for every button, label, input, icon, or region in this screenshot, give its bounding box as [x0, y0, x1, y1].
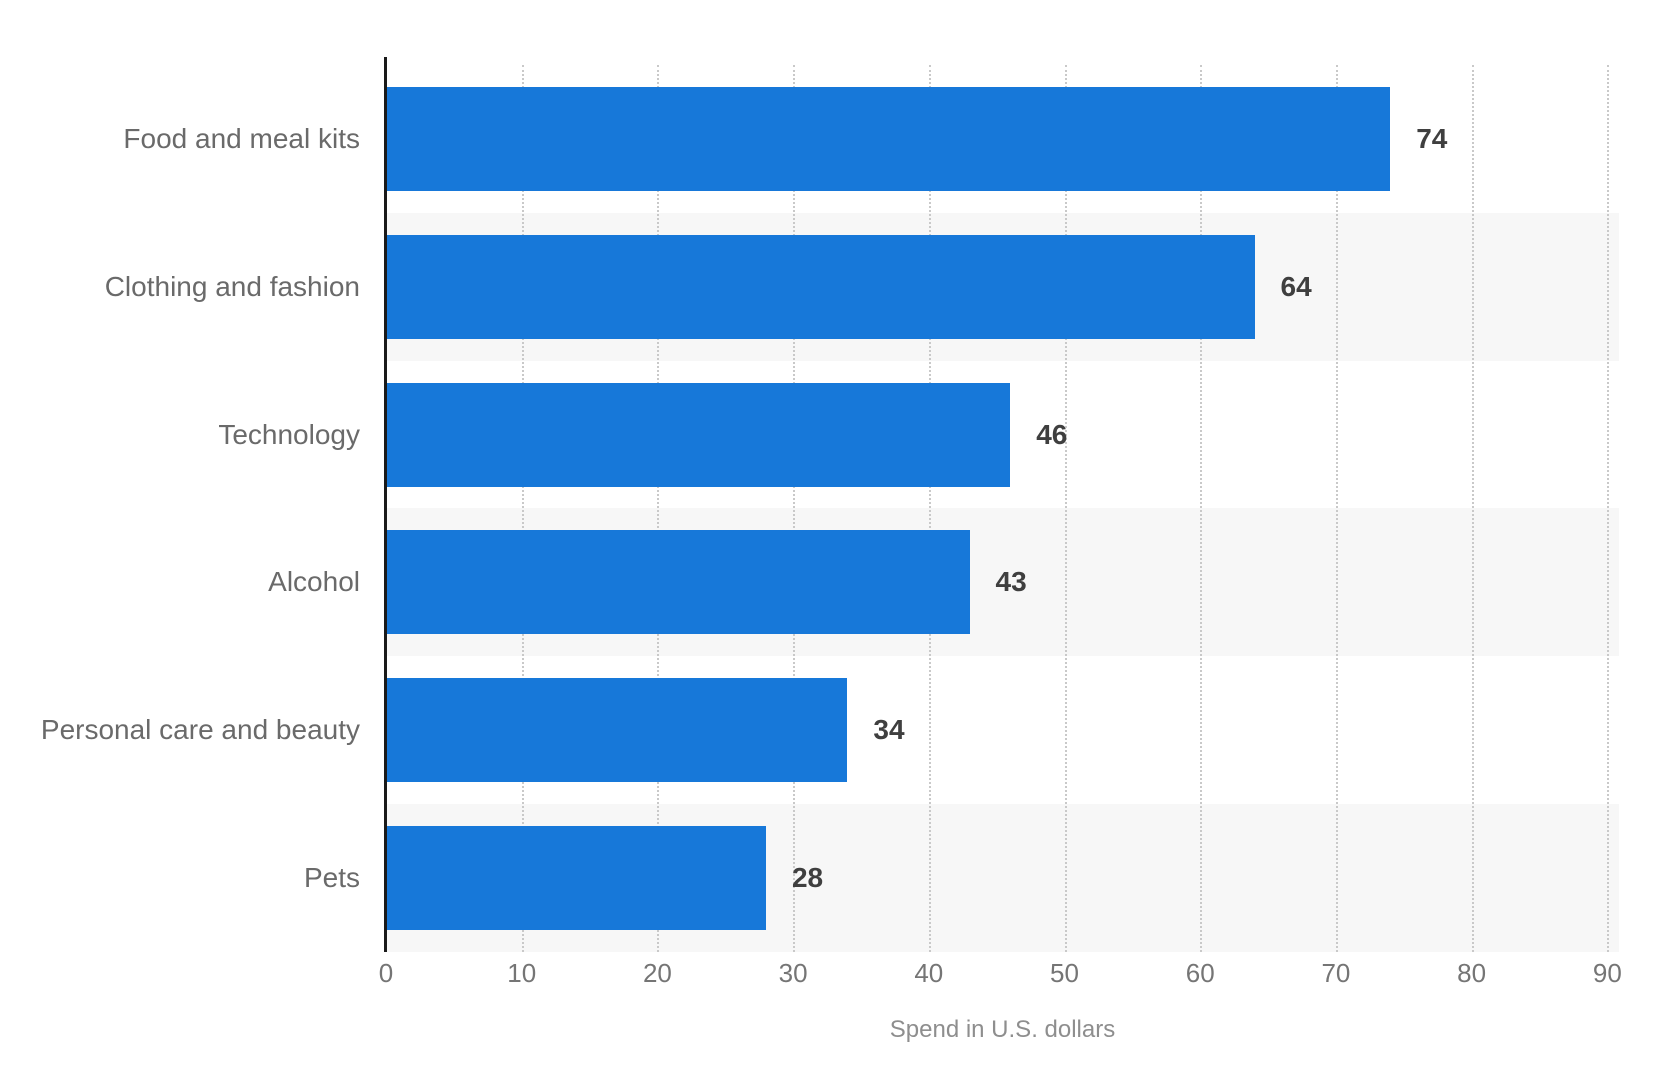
plot-area: 74 64 46 43 34 28 [384, 57, 1619, 952]
category-label: Alcohol [268, 566, 360, 598]
category-label: Clothing and fashion [104, 270, 360, 302]
gridline-x-20 [657, 65, 660, 952]
gridline-x-60 [1200, 65, 1203, 952]
category-label: Technology [218, 418, 360, 450]
gridline-x-10 [521, 65, 524, 952]
bar-food-and-meal-kits [386, 86, 1391, 191]
x-tick-label: 50 [1050, 958, 1079, 988]
category-axis: Food and meal kits Clothing and fashion Te… [0, 65, 360, 952]
x-tick-label: 60 [1185, 958, 1215, 988]
x-tick-label: 20 [642, 958, 672, 988]
x-tick-label: 70 [1321, 958, 1351, 988]
bar-clothing-and-fashion [386, 234, 1255, 339]
value-label: 34 [873, 714, 905, 746]
x-tick-label: 80 [1457, 958, 1487, 988]
gridline-x-30 [793, 65, 796, 952]
chart-row: 74 [386, 65, 1619, 213]
value-label: 46 [1036, 418, 1068, 450]
x-tick-label: 40 [914, 958, 944, 988]
x-tick-label: 0 [378, 958, 394, 988]
bar-technology [386, 382, 1011, 487]
bar-alcohol [386, 530, 970, 635]
value-label: 28 [791, 862, 824, 894]
category-label: Pets [303, 862, 360, 894]
category-label: Food and meal kits [123, 122, 360, 154]
x-tick-label: 30 [778, 958, 808, 988]
y-axis-line [384, 57, 387, 952]
category-label: Personal care and beauty [40, 714, 360, 746]
gridline-x-90 [1607, 65, 1610, 952]
gridline-x-80 [1471, 65, 1474, 952]
chart-row: 46 [386, 361, 1619, 509]
gridline-x-70 [1335, 65, 1338, 952]
chart-row: 34 [386, 656, 1619, 804]
value-label: 74 [1416, 122, 1448, 154]
value-label: 64 [1280, 270, 1312, 302]
chart-row: 64 [386, 212, 1619, 361]
chart-row: 43 [386, 508, 1619, 657]
x-axis-title: Spend in U.S. dollars [889, 1016, 1116, 1043]
x-tick-label: 90 [1592, 958, 1622, 988]
value-label: 43 [995, 566, 1027, 598]
gridline-x-50 [1064, 65, 1067, 952]
x-tick-label: 10 [507, 958, 537, 988]
bar-personal-care-and-beauty [386, 678, 848, 783]
bar-pets [386, 826, 766, 931]
gridline-x-40 [928, 65, 931, 952]
chart-row: 28 [386, 804, 1619, 952]
x-axis-ticks: 0 10 20 30 40 50 60 70 80 90 [379, 958, 1622, 998]
